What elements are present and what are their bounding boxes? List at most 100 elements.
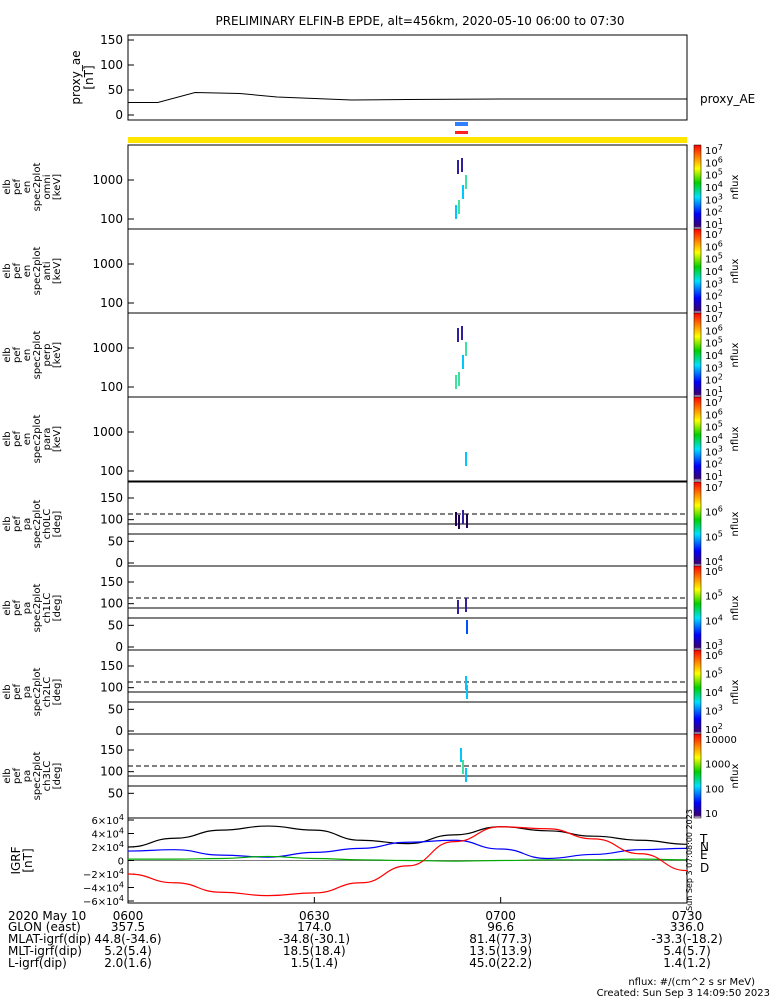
colorbar-tick-label-omni: 104: [705, 180, 723, 194]
y-tick-label-ch2LC: 100: [100, 681, 123, 695]
x-tick-value: 13.5(13.9): [469, 944, 532, 958]
colorbar-tick-label-omni: 107: [705, 143, 723, 157]
y-axis-label-ch1LC: elbpefpaspec2plotch1LC[deg]: [2, 584, 63, 633]
y-tick-label-ch0LC: 0: [115, 556, 123, 570]
colorbar-tick-label-omni: 103: [705, 192, 723, 206]
colorbar-label-anti: nflux: [730, 258, 741, 283]
x-axis-row-label: MLAT-igrf(dip): [8, 932, 91, 946]
data-streak-ch3LC: [465, 768, 467, 782]
x-tick-value: 5.4(5.7): [663, 944, 711, 958]
y-tick-label-ch2LC: 150: [100, 659, 123, 673]
data-streak-ch3LC: [460, 748, 462, 762]
colorbar-anti: [693, 228, 702, 314]
legend-proxy-ae: proxy_AE: [700, 92, 755, 106]
y-tick-label-igrf: −4×104: [83, 881, 124, 895]
x-tick-value: 45.0(22.2): [469, 956, 532, 970]
y-axis-label-ch2LC: elbpefpaspec2plotch2LC[deg]: [2, 668, 63, 717]
colorbar-tick-label-perp: 103: [705, 360, 723, 374]
y-tick-label-omni: 1000: [92, 173, 123, 187]
y-axis-label-ch3LC: elbpefpaspec2plotch3LC[deg]: [2, 752, 63, 801]
x-tick-value: 44.8(-34.6): [94, 932, 161, 946]
y-tick-label-proxy-ae: 100: [100, 58, 123, 72]
data-streak-ch2LC: [465, 676, 467, 690]
x-tick-value: 174.0: [297, 920, 331, 934]
y-tick-label-ch1LC: 0: [115, 640, 123, 654]
colorbar-tick-label-ch0LC: 105: [705, 529, 723, 543]
panel-frame-perp: [127, 312, 688, 398]
data-streak-ch1LC: [465, 598, 467, 612]
x-tick-value: 96.6: [487, 920, 514, 934]
legend-igrf-e: E: [700, 848, 708, 862]
panel-frame-para: [127, 396, 688, 482]
x-tick-value: 18.5(18.4): [283, 944, 346, 958]
y-axis-label-igrf: IGRF[nT]: [9, 846, 35, 874]
y-tick-label-ch3LC: 100: [100, 765, 123, 779]
colorbar-tick-label-ch3LC: 1000: [705, 760, 730, 771]
y-tick-label-igrf: −6×104: [83, 894, 124, 908]
y-tick-label-ch3LC: 50: [108, 786, 123, 800]
colorbar-tick-label-ch1LC: 104: [705, 613, 723, 627]
colorbar-ch0LC: [693, 481, 702, 567]
data-streak-omni: [461, 158, 463, 172]
y-tick-label-ch1LC: 150: [100, 575, 123, 589]
data-streak-perp: [457, 328, 459, 342]
footer-created: Created: Sun Sep 3 14:09:50 2023: [597, 988, 770, 999]
y-tick-label-ch1LC: 50: [108, 618, 123, 632]
y-tick-label-perp: 100: [100, 380, 123, 394]
colorbar-tick-label-ch0LC: 106: [705, 505, 723, 519]
panel-frame-omni: [127, 144, 688, 230]
colorbar-tick-label-perp: 101: [705, 385, 723, 399]
colorbar-tick-label-anti: 103: [705, 276, 723, 290]
colorbar-perp: [693, 312, 702, 398]
colorbar-tick-label-para: 104: [705, 432, 723, 446]
series-line-igrf-n: [127, 839, 688, 860]
data-streak-ch0LC: [466, 514, 468, 528]
chart-title: PRELIMINARY ELFIN-B EPDE, alt=456km, 202…: [215, 14, 624, 28]
colorbar-tick-label-anti: 104: [705, 264, 723, 278]
colorbar-tick-label-anti: 105: [705, 252, 723, 266]
colorbar-tick-label-perp: 105: [705, 336, 723, 350]
colorbar-label-para: nflux: [730, 426, 741, 451]
colorbar-tick-label-anti: 107: [705, 227, 723, 241]
colorbar-tick-label-para: 101: [705, 469, 723, 483]
status-bar-red: [455, 131, 468, 134]
y-axis-label-anti: elbpefenspec2plotanti[keV]: [2, 247, 63, 296]
status-bar-yellow: [128, 137, 687, 143]
y-tick-label-igrf: −2×104: [83, 867, 124, 881]
colorbar-tick-label-ch3LC: 10000: [705, 735, 737, 746]
y-tick-label-ch2LC: 0: [115, 724, 123, 738]
y-axis-label-proxy-ae: proxy_ae[nT]: [69, 50, 96, 104]
y-tick-label-igrf: 2×104: [91, 840, 124, 854]
colorbar-tick-label-para: 102: [705, 457, 723, 471]
colorbar-tick-label-omni: 102: [705, 205, 723, 219]
y-tick-label-igrf: 0: [118, 857, 124, 868]
data-streak-ch0LC: [462, 510, 464, 524]
colorbar-tick-label-para: 106: [705, 407, 723, 421]
colorbar-tick-label-ch1LC: 103: [705, 638, 723, 652]
side-timestamp: Sun Sep 3 07:08:00 2023: [685, 809, 694, 911]
x-tick-label: 0630: [299, 909, 330, 923]
status-bar-blue: [455, 122, 468, 126]
data-streak-omni: [455, 205, 457, 219]
colorbar-label-ch0LC: nflux: [730, 511, 741, 536]
colorbar-label-ch3LC: nflux: [730, 763, 741, 788]
colorbar-tick-label-omni: 106: [705, 155, 723, 169]
series-line-igrf-e: [128, 855, 688, 862]
x-tick-label: 0600: [113, 909, 144, 923]
y-tick-label-anti: 1000: [92, 257, 123, 271]
data-streak-omni: [457, 160, 459, 174]
series-line-proxy-ae: [128, 91, 687, 103]
colorbar-tick-label-perp: 104: [705, 348, 723, 362]
colorbar-tick-label-ch1LC: 106: [705, 564, 723, 578]
colorbar-tick-label-ch0LC: 104: [705, 554, 723, 568]
x-tick-value: 5.2(5.4): [104, 944, 152, 958]
x-tick-label: 0700: [485, 909, 516, 923]
panel-frame-anti: [127, 228, 688, 314]
x-tick-label: 0730: [672, 909, 703, 923]
colorbar-tick-label-perp: 102: [705, 373, 723, 387]
colorbar-tick-label-ch2LC: 103: [705, 704, 723, 718]
data-streak-ch1LC: [457, 600, 459, 614]
data-streak-ch0LC: [455, 512, 457, 526]
data-streak-perp: [461, 326, 463, 340]
